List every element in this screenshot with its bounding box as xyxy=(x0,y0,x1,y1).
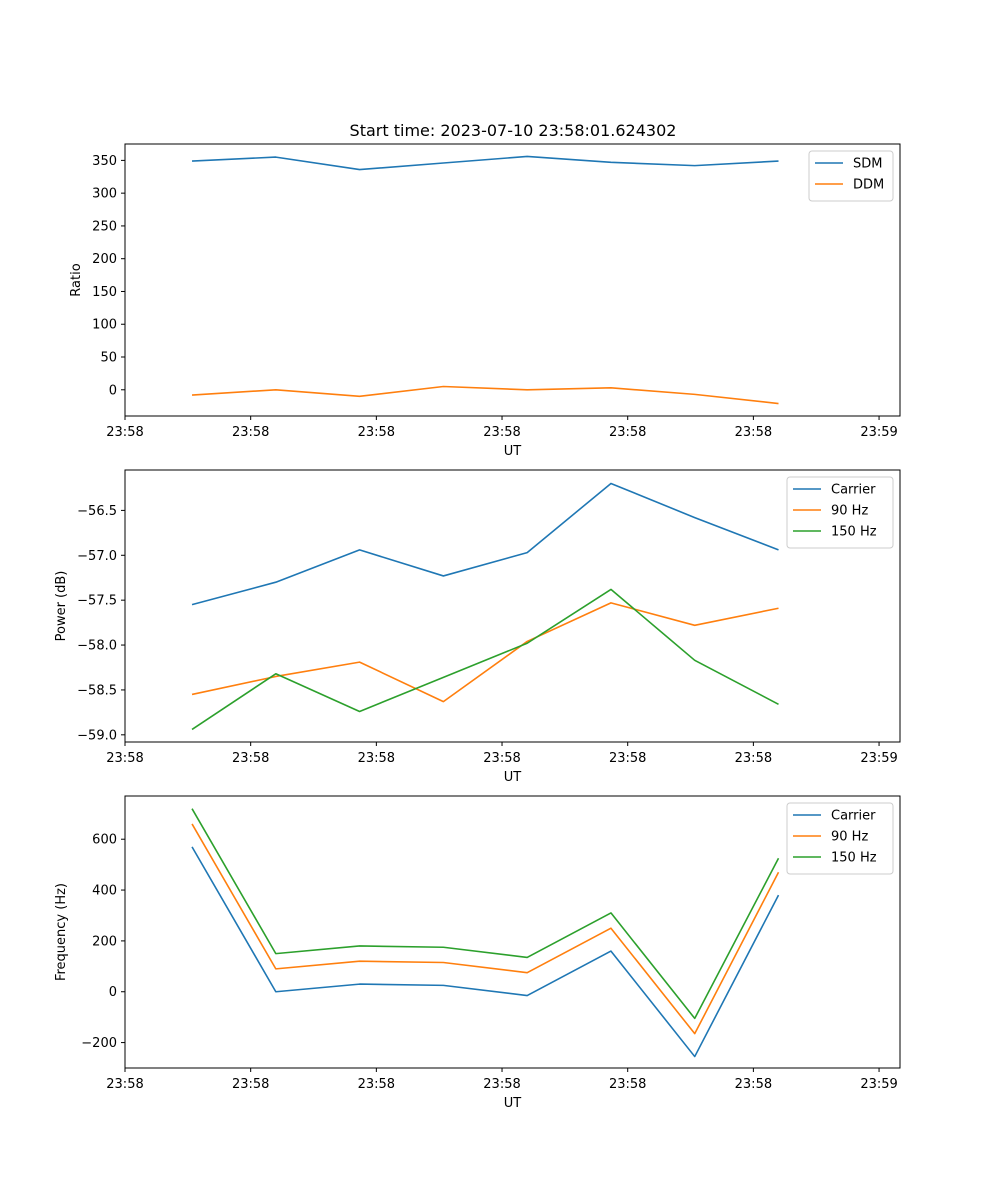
y-tick-label: 250 xyxy=(92,219,117,234)
y-tick-label: 600 xyxy=(92,833,117,848)
x-tick-label: 23:58 xyxy=(358,1077,395,1092)
x-tick-label: 23:58 xyxy=(358,425,395,440)
y-axis-label: Frequency (Hz) xyxy=(54,883,69,981)
x-tick-label: 23:58 xyxy=(232,1077,269,1092)
x-tick-label: 23:58 xyxy=(735,751,772,766)
x-tick-label: 23:58 xyxy=(483,425,520,440)
y-tick-label: −200 xyxy=(81,1036,117,1051)
y-tick-label: 400 xyxy=(92,884,117,899)
y-tick-label: −58.0 xyxy=(77,639,117,654)
chart-panel-2: 23:58 23:58 23:58 23:58 23:58 23:58 23:59 −59.0… xyxy=(54,469,901,785)
x-axis-label: UT xyxy=(504,770,522,785)
y-axis-label: Power (dB) xyxy=(54,571,69,642)
legend: SDM DDM xyxy=(808,150,894,202)
legend-label: 150 Hz xyxy=(831,851,877,866)
y-tick-label: 0 xyxy=(109,985,117,1000)
x-tick-label: 23:58 xyxy=(609,751,646,766)
chart-panel-3: 23:58 23:58 23:58 23:58 23:58 23:58 23:59 −200 0… xyxy=(54,795,901,1111)
y-tick-label: 50 xyxy=(100,351,117,366)
legend-label: 150 Hz xyxy=(831,525,877,540)
legend-label: Carrier xyxy=(831,809,876,824)
x-tick-label: 23:59 xyxy=(860,751,897,766)
x-tick-label: 23:58 xyxy=(609,425,646,440)
y-tick-label: 300 xyxy=(92,187,117,202)
x-tick-label: 23:58 xyxy=(735,425,772,440)
chart-panel-1: 23:58 23:58 23:58 23:58 23:58 23:58 23:59 0 50 10… xyxy=(69,143,901,459)
series-line-90-hz xyxy=(191,823,780,1035)
series-line-ddm xyxy=(191,385,779,405)
figure-title: Start time: 2023-07-10 23:58:01.624302 xyxy=(350,121,677,140)
y-tick-label: −56.5 xyxy=(77,504,117,519)
y-tick-label: −59.0 xyxy=(77,728,117,743)
x-tick-label: 23:58 xyxy=(483,751,520,766)
x-tick-label: 23:58 xyxy=(358,751,395,766)
series-line-carrier xyxy=(191,846,780,1058)
x-axis-label: UT xyxy=(504,444,522,459)
x-tick-label: 23:58 xyxy=(106,751,143,766)
x-tick-label: 23:58 xyxy=(232,751,269,766)
legend-label: 90 Hz xyxy=(831,504,868,519)
y-tick-label: −57.0 xyxy=(77,549,117,564)
axes-frame xyxy=(124,795,901,1069)
y-tick-label: 200 xyxy=(92,252,117,267)
x-tick-label: 23:58 xyxy=(106,1077,143,1092)
series-line-150-hz xyxy=(191,588,779,731)
legend-label: DDM xyxy=(853,178,884,193)
x-axis-label: UT xyxy=(504,1096,522,1111)
x-tick-label: 23:59 xyxy=(860,1077,897,1092)
series-line-carrier xyxy=(191,482,779,606)
y-tick-label: −58.5 xyxy=(77,683,117,698)
series-line-90-hz xyxy=(191,602,779,703)
legend: Carrier 90 Hz 150 Hz xyxy=(786,802,894,875)
y-tick-label: 0 xyxy=(109,383,117,398)
y-axis-label: Ratio xyxy=(69,263,84,296)
legend-label: 90 Hz xyxy=(831,830,868,845)
x-tick-label: 23:58 xyxy=(609,1077,646,1092)
axes-frame xyxy=(124,469,901,743)
y-tick-label: 100 xyxy=(92,318,117,333)
x-tick-label: 23:58 xyxy=(483,1077,520,1092)
y-tick-label: 350 xyxy=(92,154,117,169)
series-line-150-hz xyxy=(191,808,780,1020)
legend-label: Carrier xyxy=(831,483,876,498)
charts-container: 23:58 23:58 23:58 23:58 23:58 23:58 23:59 0 50 10… xyxy=(54,143,901,1111)
legend: Carrier 90 Hz 150 Hz xyxy=(786,476,894,549)
series-line-sdm xyxy=(191,155,779,171)
x-tick-label: 23:58 xyxy=(232,425,269,440)
legend-label: SDM xyxy=(853,157,882,172)
y-tick-label: 200 xyxy=(92,934,117,949)
axes-frame xyxy=(124,143,901,417)
y-tick-label: −57.5 xyxy=(77,594,117,609)
x-tick-label: 23:58 xyxy=(106,425,143,440)
y-tick-label: 150 xyxy=(92,285,117,300)
x-tick-label: 23:58 xyxy=(735,1077,772,1092)
x-tick-label: 23:59 xyxy=(860,425,897,440)
